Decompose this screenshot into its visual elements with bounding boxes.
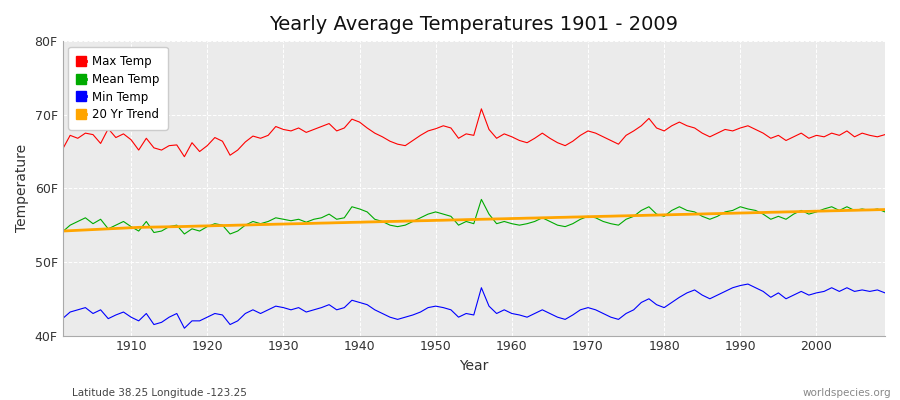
Mean Temp [179,232,190,236]
20 Yr Trend [879,207,890,212]
Y-axis label: Temperature: Temperature [15,144,29,232]
Mean Temp [522,221,533,226]
Min Temp [606,315,616,320]
Max Temp [179,154,190,159]
20 Yr Trend [285,222,296,226]
Min Temp [514,312,525,317]
Max Temp [613,142,624,146]
Text: Latitude 38.25 Longitude -123.25: Latitude 38.25 Longitude -123.25 [72,388,247,398]
20 Yr Trend [57,229,68,234]
Line: Max Temp: Max Temp [62,109,885,157]
Mean Temp [293,217,304,222]
Max Temp [522,140,533,145]
Max Temp [339,126,350,130]
Max Temp [293,126,304,130]
Max Temp [118,132,129,136]
Min Temp [507,311,517,316]
Line: Min Temp: Min Temp [62,284,885,328]
Mean Temp [613,223,624,228]
20 Yr Trend [507,216,517,221]
20 Yr Trend [118,226,129,230]
Line: Mean Temp: Mean Temp [62,199,885,234]
Min Temp [293,305,304,310]
Min Temp [57,316,68,321]
Min Temp [742,282,753,286]
Mean Temp [476,197,487,202]
Max Temp [514,138,525,143]
Max Temp [476,106,487,111]
Max Temp [879,132,890,137]
Line: 20 Yr Trend: 20 Yr Trend [62,210,885,231]
Min Temp [879,290,890,295]
Mean Temp [879,210,890,214]
Legend: Max Temp, Mean Temp, Min Temp, 20 Yr Trend: Max Temp, Mean Temp, Min Temp, 20 Yr Tre… [68,47,167,130]
Min Temp [339,305,350,310]
Max Temp [57,147,68,152]
Title: Yearly Average Temperatures 1901 - 2009: Yearly Average Temperatures 1901 - 2009 [269,15,679,34]
Text: worldspecies.org: worldspecies.org [803,388,891,398]
X-axis label: Year: Year [459,359,489,373]
Mean Temp [514,223,525,228]
Mean Temp [57,229,68,234]
Min Temp [179,326,190,331]
Mean Temp [339,215,350,220]
Mean Temp [118,219,129,224]
20 Yr Trend [499,216,509,221]
20 Yr Trend [598,214,608,219]
Min Temp [118,310,129,314]
20 Yr Trend [331,220,342,225]
